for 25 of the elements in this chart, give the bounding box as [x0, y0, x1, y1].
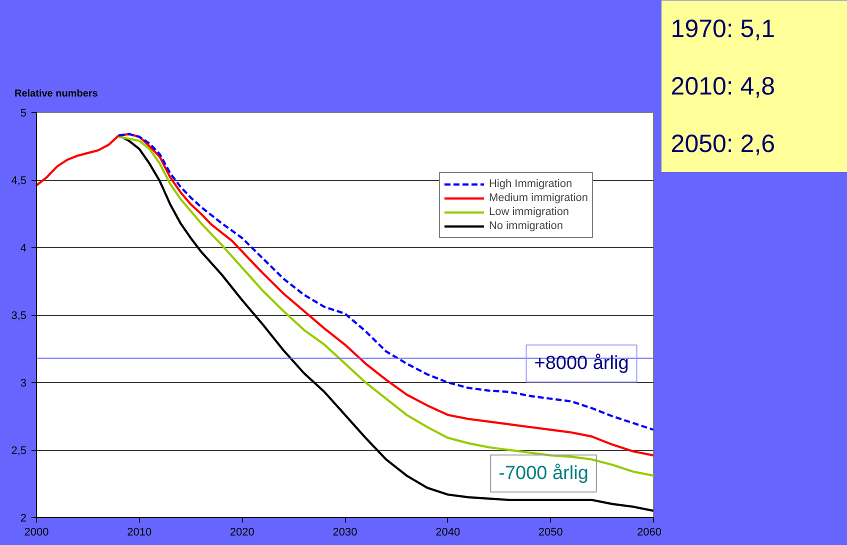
x-tick-label: 2040 — [436, 526, 460, 538]
x-tick-label: 2000 — [24, 526, 49, 538]
x-tick-label: 2010 — [127, 526, 152, 538]
legend-label: No immigration — [488, 219, 563, 233]
legend-label: High Immigration — [488, 177, 572, 191]
annotation: -7000 årlig — [498, 463, 588, 484]
text: 1970: 5,1 — [670, 15, 776, 44]
y-tick-label: 4 — [20, 242, 27, 254]
x-tick-label: 2020 — [230, 526, 254, 538]
text: 2050: 2,6 — [670, 130, 776, 158]
legend-label: Low immigration — [488, 205, 570, 219]
legend-label: Medium immigration — [488, 191, 588, 205]
y-tick-label: 4,5 — [11, 175, 27, 187]
y-tick-label: 5 — [20, 108, 27, 120]
y-tick-label: 3,5 — [11, 310, 27, 322]
line-series — [36, 133, 654, 456]
y-axis-title: Relative numbers — [14, 88, 98, 100]
x-tick-label: 2060 — [637, 526, 662, 538]
x-tick-label: 2050 — [538, 526, 563, 538]
y-tick-label: 3 — [20, 378, 27, 390]
x-tick-label: 2030 — [332, 526, 358, 538]
annotation: +8000 årlig — [534, 353, 629, 374]
text: 2010: 4,8 — [670, 72, 776, 100]
y-tick-label: 2 — [20, 512, 27, 524]
y-tick-label: 2,5 — [11, 445, 27, 457]
